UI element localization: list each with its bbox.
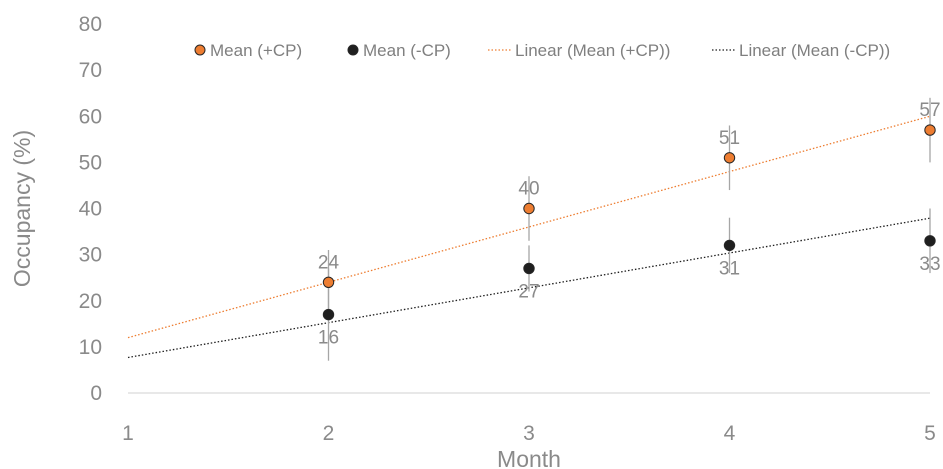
legend-label: Linear (Mean (-CP))	[739, 41, 890, 60]
data-labels: 24 40 51 57 16 27 31 33	[318, 100, 941, 349]
point-minus-cp	[924, 235, 936, 247]
point-minus-cp	[723, 239, 736, 252]
x-tick-label: 5	[924, 422, 936, 445]
data-label: 31	[719, 258, 740, 279]
data-label: 57	[919, 100, 940, 121]
point-minus-cp	[322, 308, 335, 321]
data-label: 16	[318, 328, 339, 349]
data-label: 51	[719, 128, 740, 149]
x-tick-label: 1	[122, 422, 134, 445]
trendline-plus-cp	[127, 115, 931, 339]
data-label: 33	[919, 254, 940, 275]
x-tick-label: 2	[323, 422, 335, 445]
y-tick-label: 70	[79, 59, 102, 82]
y-tick-label: 20	[79, 290, 102, 313]
data-points	[322, 124, 936, 321]
y-tick-label: 30	[79, 244, 102, 267]
legend-label: Mean (-CP)	[363, 41, 451, 60]
data-label: 27	[518, 281, 539, 302]
legend-marker	[194, 44, 206, 56]
point-plus-cp	[924, 124, 936, 136]
y-tick-label: 10	[79, 336, 102, 359]
data-label: 24	[318, 252, 340, 273]
point-plus-cp	[723, 152, 736, 164]
y-tick-label: 50	[79, 151, 102, 174]
legend: Mean (+CP) Mean (-CP) Linear (Mean (+CP)) L…	[194, 41, 890, 60]
data-label: 40	[518, 179, 539, 200]
y-tick-label: 60	[79, 105, 102, 128]
legend-label: Linear (Mean (+CP))	[515, 41, 670, 60]
point-plus-cp	[523, 202, 535, 215]
point-plus-cp	[322, 276, 335, 288]
x-tick-label: 4	[724, 422, 736, 445]
point-minus-cp	[523, 262, 535, 275]
legend-label: Mean (+CP)	[210, 41, 302, 60]
error-bars	[327, 97, 931, 361]
x-axis-ticks: 1 2 3 4 5	[122, 422, 936, 445]
y-tick-label: 80	[79, 13, 102, 36]
y-tick-label: 0	[90, 382, 102, 405]
y-axis-ticks: 0 10 20 30 40 50 60 70 80	[79, 13, 102, 405]
legend-marker	[347, 44, 359, 56]
y-tick-label: 40	[79, 198, 102, 221]
x-tick-label: 3	[523, 422, 535, 445]
y-axis-title: Occupancy (%)	[9, 130, 35, 287]
x-axis-title: Month	[497, 446, 561, 469]
